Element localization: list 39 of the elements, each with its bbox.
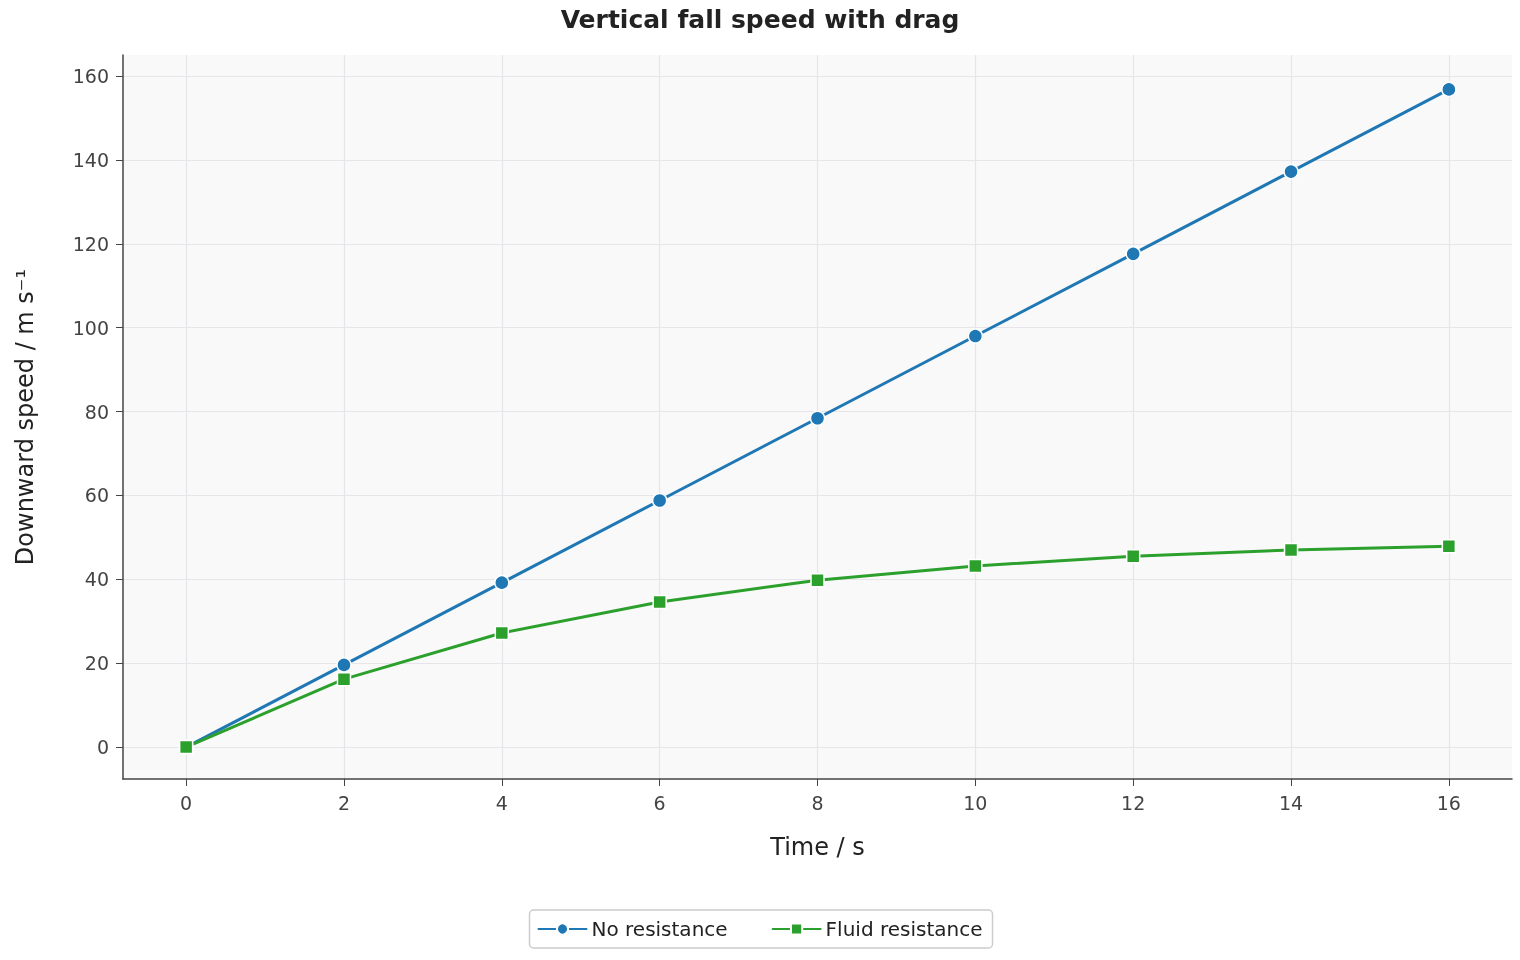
- y-tick-label: 80: [84, 400, 109, 423]
- y-tick-label: 0: [96, 736, 109, 759]
- y-axis-title: Downward speed / m s⁻¹: [11, 268, 39, 566]
- point: [1441, 81, 1457, 98]
- point: [1283, 163, 1299, 180]
- point: [1441, 538, 1457, 554]
- y-tick-label: 40: [84, 568, 109, 591]
- x-tick-label: 16: [1436, 791, 1461, 814]
- x-tick-label: 10: [963, 791, 988, 814]
- y-tick-label: 140: [72, 148, 109, 171]
- y-tick-label: 100: [72, 316, 109, 339]
- x-tick-label: 14: [1278, 791, 1304, 814]
- y-tick-label: 60: [84, 484, 109, 507]
- point: [968, 558, 983, 574]
- point: [1283, 542, 1299, 558]
- x-tick-label: 0: [180, 791, 193, 814]
- chart-title: Vertical fall speed with drag: [560, 5, 960, 34]
- x-tick-label: 2: [337, 791, 351, 814]
- point: [967, 328, 984, 344]
- y-tick-label: 160: [72, 64, 109, 87]
- point: [651, 492, 668, 509]
- y-tick-label: 120: [72, 232, 109, 255]
- point: [1125, 246, 1141, 262]
- x-tick-label: 6: [653, 791, 666, 814]
- x-tick-label: 12: [1121, 791, 1146, 814]
- x-tick-label: 8: [811, 791, 824, 814]
- point: [652, 594, 667, 610]
- x-axis-title: Time / s: [769, 833, 865, 861]
- legend-label: No resistance: [591, 917, 728, 941]
- legend-label: Fluid resistance: [825, 917, 983, 941]
- point: [494, 625, 510, 641]
- point: [336, 657, 352, 673]
- point: [809, 410, 826, 426]
- point: [810, 572, 825, 588]
- point: [336, 671, 352, 687]
- point: [494, 574, 510, 591]
- y-tick-label: 20: [84, 652, 109, 675]
- x-tick-label: 4: [495, 791, 508, 814]
- point: [1125, 549, 1141, 564]
